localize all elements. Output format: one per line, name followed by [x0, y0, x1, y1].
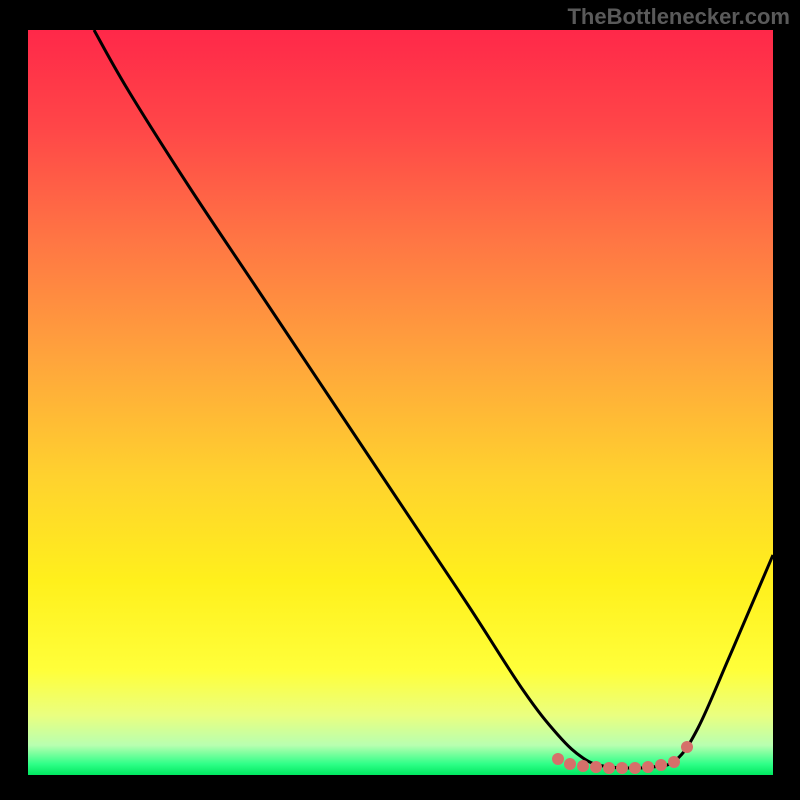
curve-marker — [552, 753, 564, 765]
curve-marker — [681, 741, 693, 753]
curve-marker — [616, 762, 628, 774]
curve-marker — [655, 759, 667, 771]
curve-marker — [577, 760, 589, 772]
curve-marker — [629, 762, 641, 774]
curve-marker — [603, 762, 615, 774]
curve-marker — [564, 758, 576, 770]
curve-layer — [28, 30, 773, 775]
curve-marker — [642, 761, 654, 773]
bottleneck-curve — [94, 30, 773, 768]
curve-markers — [552, 741, 693, 774]
curve-marker — [668, 756, 680, 768]
curve-marker — [590, 761, 602, 773]
plot-area — [28, 30, 773, 775]
attribution-text: TheBottlenecker.com — [567, 4, 790, 30]
